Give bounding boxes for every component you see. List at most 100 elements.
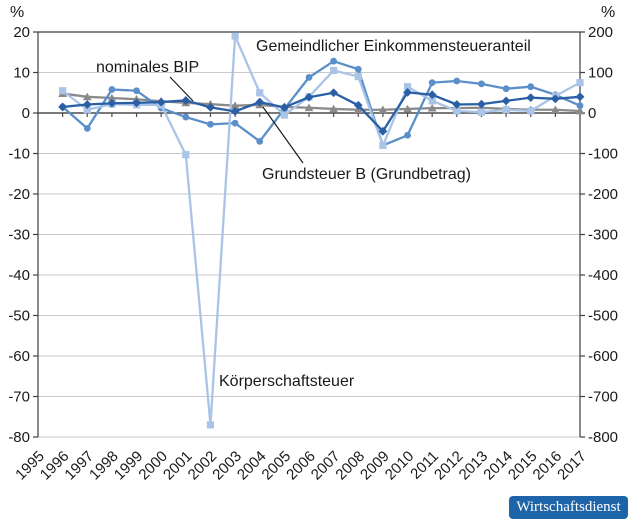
data-point-marker: [107, 98, 117, 108]
left-axis-tick-label: -80: [8, 429, 30, 446]
right-axis-tick-label: -400: [588, 267, 618, 284]
left-axis-tick-label: -70: [8, 389, 30, 406]
data-point-marker: [550, 105, 560, 114]
x-axis-year-label: 2017: [554, 448, 590, 484]
data-point-marker: [403, 87, 412, 97]
data-point-marker: [59, 87, 67, 95]
data-point-marker: [231, 32, 239, 40]
left-axis-tick-label: -20: [8, 186, 30, 203]
data-point-marker: [527, 83, 535, 91]
data-point-marker: [206, 102, 215, 112]
data-point-marker: [403, 104, 412, 113]
data-point-marker: [527, 107, 535, 115]
data-point-marker: [427, 103, 437, 112]
data-point-marker: [82, 100, 92, 109]
data-point-marker: [502, 106, 510, 114]
data-point-marker: [83, 124, 91, 132]
data-point-marker: [453, 107, 461, 115]
data-point-marker: [329, 104, 339, 113]
data-point-marker: [501, 96, 511, 106]
label-einkommensteueranteil: Gemeindlicher Einkommensteueranteil: [256, 38, 531, 55]
data-point-marker: [453, 77, 461, 85]
data-point-marker: [378, 126, 388, 136]
data-point-marker: [256, 137, 264, 145]
label-nominales-bip: nominales BIP: [96, 59, 199, 76]
data-point-marker: [428, 79, 436, 87]
data-point-marker: [428, 97, 436, 105]
left-axis-tick-label: -50: [8, 308, 30, 325]
data-point-marker: [526, 93, 536, 103]
data-point-marker: [108, 86, 116, 93]
right-axis-tick-label: -100: [588, 146, 618, 163]
left-axis-tick-label: -30: [8, 227, 30, 244]
data-point-marker: [354, 72, 362, 81]
right-axis-tick-label: -500: [588, 308, 618, 325]
data-point-marker: [354, 65, 362, 73]
data-point-marker: [58, 102, 68, 112]
data-point-marker: [132, 98, 141, 108]
data-point-marker: [378, 105, 388, 114]
data-point-marker: [478, 80, 485, 88]
label-grundsteuer: Grundsteuer B (Grundbetrag): [262, 166, 471, 183]
data-point-marker: [330, 66, 338, 75]
right-axis-tick-label: -600: [588, 348, 618, 365]
data-point-marker: [427, 90, 437, 100]
left-axis-tick-label: -40: [8, 267, 30, 284]
data-point-marker: [329, 88, 339, 98]
data-point-marker: [576, 102, 584, 110]
data-point-marker: [231, 119, 239, 127]
series-line-gemeindlicher-einkommensteueranteil: [61, 60, 582, 147]
left-axis-tick-label: 10: [13, 65, 30, 82]
data-point-marker: [576, 79, 584, 87]
data-point-marker: [230, 101, 240, 110]
right-axis-tick-label: 200: [588, 24, 613, 41]
data-point-marker: [279, 102, 289, 112]
data-point-marker: [181, 96, 191, 105]
data-point-marker: [83, 106, 91, 114]
label-nominales-bip-connector: [169, 76, 194, 102]
data-point-marker: [452, 100, 462, 109]
left-axis-tick-label: -10: [8, 146, 30, 163]
series-line-nominales-bip: [61, 91, 582, 133]
data-point-marker: [304, 103, 314, 112]
data-point-marker: [403, 83, 412, 91]
data-point-marker: [353, 100, 363, 110]
data-point-marker: [477, 99, 486, 109]
data-point-marker: [379, 141, 387, 149]
data-point-marker: [477, 108, 486, 116]
right-axis-tick-label: 100: [588, 65, 613, 82]
right-axis-tick-label: -800: [588, 429, 618, 446]
right-axis-tick-label: -700: [588, 389, 618, 406]
right-axis-tick-label: -200: [588, 186, 618, 203]
data-point-marker: [255, 97, 265, 107]
data-point-marker: [156, 97, 166, 107]
data-point-marker: [575, 92, 585, 102]
right-axis-tick-label: -300: [588, 227, 618, 244]
data-point-marker: [207, 120, 214, 128]
label-grundsteuer-connector: [262, 106, 304, 164]
data-point-marker: [107, 93, 117, 102]
data-point-marker: [404, 131, 411, 139]
data-point-marker: [305, 73, 313, 81]
data-point-marker: [133, 87, 140, 95]
data-point-marker: [502, 85, 510, 93]
left-axis-tick-label: 20: [13, 24, 30, 41]
label-koerperschaftsteuer: Körperschaftsteuer: [219, 373, 355, 390]
left-axis-tick-label: 0: [22, 105, 30, 122]
data-point-marker: [230, 106, 240, 116]
right-axis-tick-label: 0: [588, 105, 596, 122]
data-point-marker: [304, 92, 314, 102]
right-axis-unit-label: %: [601, 4, 616, 21]
data-point-marker: [256, 89, 264, 97]
data-point-marker: [575, 106, 585, 115]
data-point-marker: [550, 94, 560, 104]
data-point-marker: [182, 151, 190, 159]
series-line-korperschaftsteuer: [61, 34, 582, 427]
data-point-marker: [280, 111, 288, 119]
data-point-marker: [330, 57, 338, 65]
left-axis-tick-label: -60: [8, 348, 30, 365]
data-point-marker: [182, 113, 190, 121]
data-point-marker: [82, 92, 92, 101]
